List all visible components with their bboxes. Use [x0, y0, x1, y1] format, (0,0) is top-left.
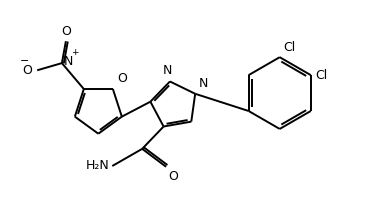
Text: O: O	[61, 25, 71, 38]
Text: H₂N: H₂N	[85, 160, 109, 172]
Text: −: −	[20, 56, 29, 66]
Text: +: +	[71, 48, 78, 57]
Text: N: N	[64, 55, 73, 68]
Text: N: N	[163, 65, 172, 77]
Text: O: O	[22, 64, 33, 77]
Text: N: N	[198, 77, 208, 90]
Text: O: O	[117, 72, 127, 85]
Text: O: O	[168, 170, 178, 183]
Text: Cl: Cl	[283, 41, 295, 54]
Text: Cl: Cl	[316, 69, 328, 82]
